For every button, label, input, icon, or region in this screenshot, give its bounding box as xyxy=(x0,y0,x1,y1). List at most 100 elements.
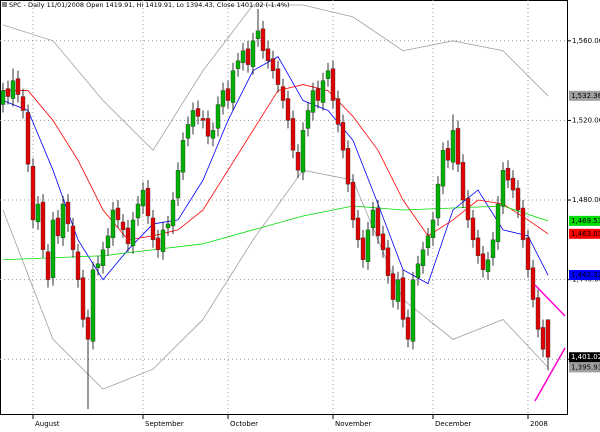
candle-body xyxy=(230,70,236,103)
candle-body xyxy=(485,259,491,272)
candle-body xyxy=(280,86,286,101)
x-tick-label: 2008 xyxy=(530,420,548,428)
value-badge xyxy=(569,362,600,373)
candle-body xyxy=(85,317,91,340)
candle-body xyxy=(410,279,416,342)
candle-body xyxy=(10,80,16,99)
candle-body xyxy=(455,128,461,165)
candle-body xyxy=(465,197,471,221)
candle-body xyxy=(40,201,46,250)
candle-body xyxy=(390,273,396,300)
value-badge-label: 1,532.36 xyxy=(571,92,600,100)
candle-body xyxy=(50,219,56,278)
candle-body xyxy=(260,28,266,51)
candle-body xyxy=(340,122,346,151)
candle-body xyxy=(505,167,511,181)
x-tick-label: September xyxy=(145,420,184,428)
candle-body xyxy=(15,78,21,95)
candle-body xyxy=(535,297,541,330)
x-tick-label: October xyxy=(230,420,258,428)
candle-body xyxy=(445,148,451,161)
candle-body xyxy=(295,152,301,171)
candle-body xyxy=(475,237,481,256)
candle-body xyxy=(155,237,161,250)
candle-body xyxy=(125,227,131,245)
candle-body xyxy=(195,108,201,117)
indicator-line xyxy=(2,169,549,390)
indicator-line xyxy=(2,4,549,151)
candle-body xyxy=(220,90,226,107)
value-badge-label: 1,463.03 xyxy=(571,230,600,238)
candle-body xyxy=(95,263,101,268)
value-badge-label: 1,395.93 xyxy=(571,363,600,371)
x-tick-label: December xyxy=(435,420,471,428)
candle-body xyxy=(235,60,241,69)
candle-body xyxy=(370,209,376,229)
candle-body xyxy=(290,118,296,151)
candle-body xyxy=(420,249,426,266)
plot-frame xyxy=(0,0,568,415)
candle-body xyxy=(545,319,551,358)
candle-body xyxy=(145,187,151,217)
candle-body xyxy=(385,247,391,276)
candle-body xyxy=(180,140,186,173)
value-badge-label: 1,469.53 xyxy=(571,217,600,225)
value-badge xyxy=(569,215,600,226)
candle-body xyxy=(310,90,316,113)
candle-body xyxy=(60,203,66,239)
candle-body xyxy=(415,263,421,278)
candle-body xyxy=(160,229,166,252)
candle-body xyxy=(170,199,176,227)
candle-body xyxy=(440,150,446,187)
candle-body xyxy=(425,235,431,249)
candle-body xyxy=(150,217,156,241)
candle-body xyxy=(30,165,36,221)
candle-body xyxy=(300,130,306,173)
candle-body xyxy=(365,229,371,262)
candle-body xyxy=(100,249,106,266)
candle-body xyxy=(460,162,466,201)
candle-body xyxy=(275,68,281,85)
candle-body xyxy=(190,110,196,127)
candle-body xyxy=(530,267,536,300)
candle-body xyxy=(245,48,251,65)
candle-body xyxy=(405,317,411,340)
candle-body xyxy=(120,221,126,231)
candle-body xyxy=(265,48,271,61)
candle-body xyxy=(140,189,146,207)
candles xyxy=(0,8,551,410)
candle-body xyxy=(325,70,331,79)
value-badge-label: 1,442.32 xyxy=(571,271,600,279)
candle-body xyxy=(80,277,86,320)
candle-body xyxy=(35,203,41,223)
candle-body xyxy=(215,104,221,129)
candle-body xyxy=(285,98,291,121)
candle-body xyxy=(0,90,6,105)
grid xyxy=(0,0,568,415)
candle-body xyxy=(355,217,361,241)
candle-body xyxy=(500,169,506,207)
candle-body xyxy=(490,239,496,258)
candle-body xyxy=(175,169,181,199)
candle-body xyxy=(450,130,456,163)
candle-body xyxy=(375,207,381,237)
candle-body xyxy=(320,80,326,103)
candle-body xyxy=(130,219,136,247)
candle-body xyxy=(65,201,71,225)
candle-body xyxy=(335,98,341,125)
trendline xyxy=(534,347,566,402)
candle-body xyxy=(5,88,11,97)
candle-body xyxy=(115,207,121,221)
candle-body xyxy=(395,279,401,302)
candle-body xyxy=(25,112,31,165)
candle-body xyxy=(470,217,476,241)
x-tick-label: November xyxy=(335,420,372,428)
candle-body xyxy=(480,253,486,270)
candle-body xyxy=(70,225,76,250)
candle-body xyxy=(210,130,216,139)
candle-body xyxy=(350,181,356,221)
candle-body xyxy=(200,118,206,121)
y-tick-label: 1,520.00 xyxy=(572,116,600,124)
